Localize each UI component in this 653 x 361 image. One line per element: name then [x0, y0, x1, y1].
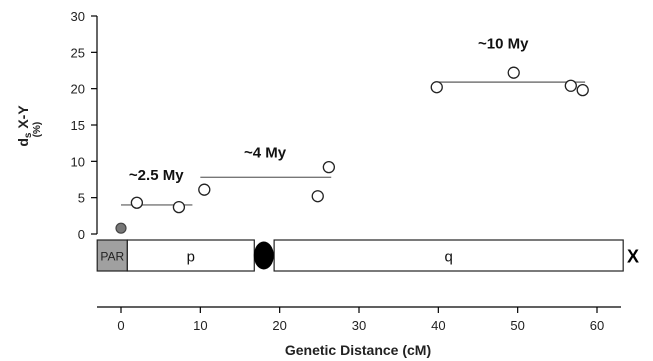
x-tick-label: 40 — [431, 318, 445, 333]
y-tick-label: 30 — [71, 9, 85, 24]
x-tick-label: 10 — [193, 318, 207, 333]
chromosome-diagram: PAR p q X — [96, 239, 639, 272]
y-tick-label: 20 — [71, 82, 85, 97]
centromere — [253, 241, 274, 270]
age-annotation: ~10 My — [478, 36, 529, 53]
chromosome-label: X — [627, 247, 639, 267]
data-point — [311, 190, 324, 203]
y-axis: 0 5 10 15 20 25 30 — [71, 9, 98, 242]
y-tick-label: 25 — [71, 45, 85, 60]
age-annotation: ~2.5 My — [129, 167, 184, 184]
x-tick-label: 30 — [352, 318, 366, 333]
par-segment — [96, 239, 128, 272]
y-tick-label: 15 — [71, 118, 85, 133]
p-arm-segment — [126, 239, 255, 272]
y-tick-label: 10 — [71, 154, 85, 169]
data-point — [564, 79, 577, 92]
par-data-point — [115, 222, 127, 234]
q-arm-label: q — [444, 249, 452, 266]
data-point — [507, 66, 520, 79]
p-arm-label: p — [187, 249, 195, 266]
data-point — [430, 81, 443, 94]
y-tick-label: 0 — [78, 227, 85, 242]
data-point — [322, 160, 336, 174]
x-axis-title: Genetic Distance (cM) — [285, 342, 431, 358]
x-tick-label: 20 — [272, 318, 286, 333]
q-arm-segment — [273, 239, 624, 272]
data-point — [130, 196, 144, 209]
age-annotation: ~4 My — [244, 145, 287, 162]
x-tick-label: 60 — [590, 318, 604, 333]
x-axis: 0 10 20 30 40 50 60 — [97, 306, 621, 333]
y-tick-label: 5 — [78, 191, 85, 206]
y-axis-title: ds X-Y(%) — [15, 105, 43, 147]
data-point — [576, 83, 589, 97]
data-points — [115, 66, 589, 234]
x-tick-label: 50 — [510, 318, 524, 333]
stratum-annotations: ~2.5 My ~4 My ~10 My — [129, 36, 529, 185]
par-label: PAR — [100, 250, 124, 264]
data-point — [172, 200, 186, 214]
data-point — [198, 183, 211, 196]
x-tick-label: 0 — [117, 318, 124, 333]
stratum-means — [121, 81, 586, 206]
